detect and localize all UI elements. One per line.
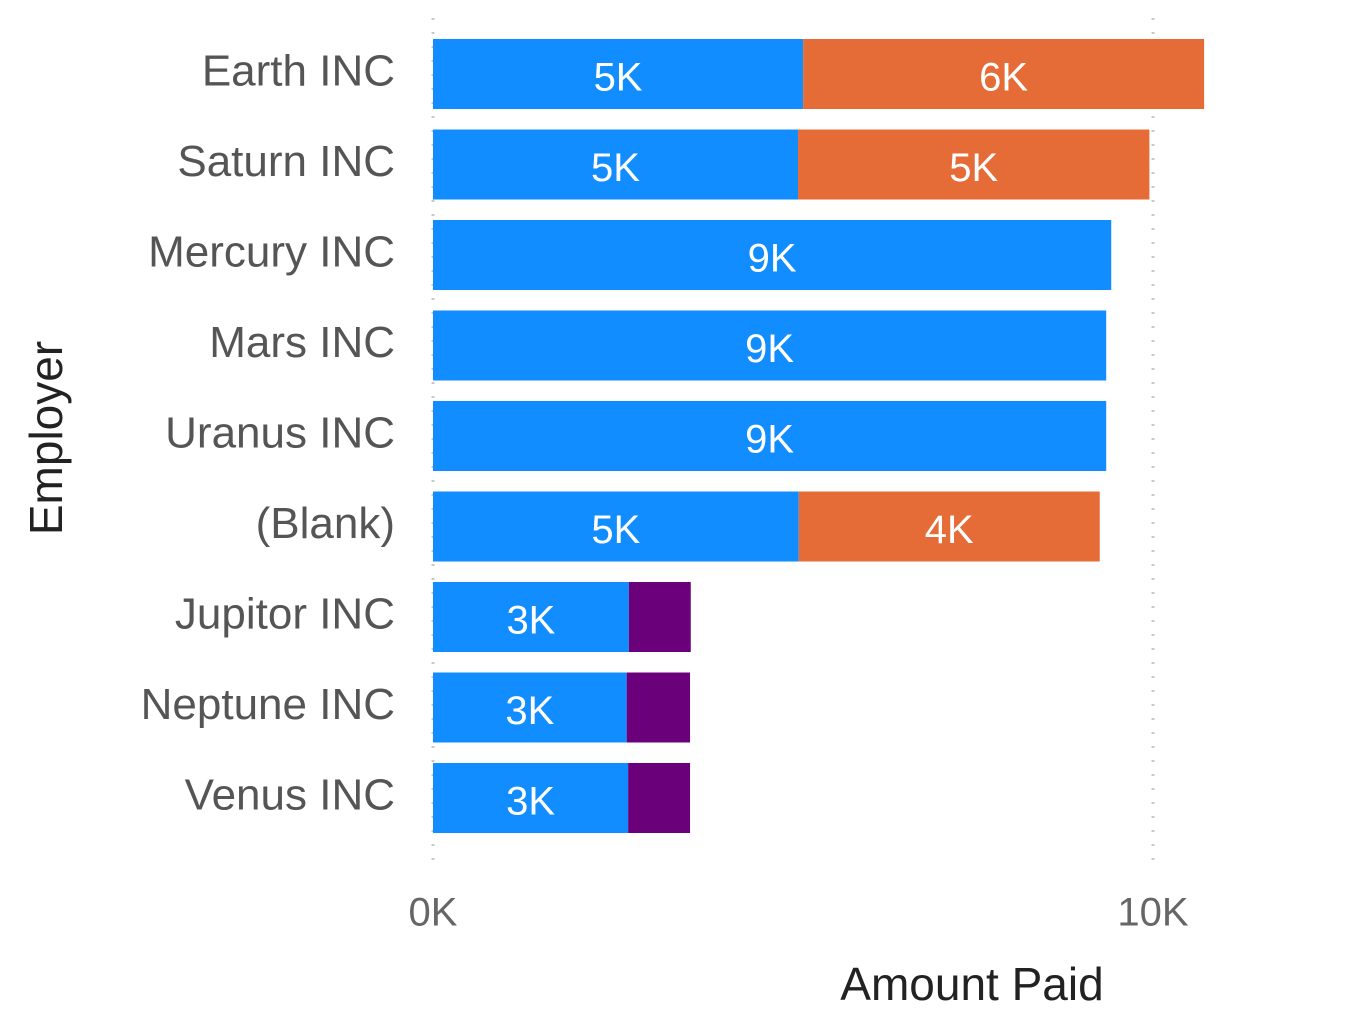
data-label: 4K xyxy=(925,508,974,552)
y-tick-label: Jupitor INC xyxy=(175,590,395,639)
bar-segment xyxy=(433,39,804,109)
bar-segment xyxy=(628,763,691,833)
data-label: 9K xyxy=(745,418,794,462)
data-label: 5K xyxy=(594,56,643,100)
y-axis-title: Employer xyxy=(20,341,72,535)
y-tick-label: Earth INC xyxy=(202,47,395,96)
bar-segment xyxy=(433,672,627,743)
x-tick-label: 10K xyxy=(1117,891,1188,935)
x-tick-label: 0K xyxy=(409,891,458,935)
data-label: 5K xyxy=(949,146,998,190)
y-tick-label: Neptune INC xyxy=(141,680,395,729)
data-label: 3K xyxy=(506,780,555,824)
data-label: 5K xyxy=(591,146,640,190)
y-tick-label: (Blank) xyxy=(256,499,395,548)
bar-segment xyxy=(433,582,629,652)
y-tick-label: Saturn INC xyxy=(177,137,395,186)
bar-segment xyxy=(433,310,1107,381)
data-label: 5K xyxy=(591,508,640,552)
bar-segment xyxy=(798,491,1100,562)
y-tick-label: Mars INC xyxy=(209,318,395,367)
bar-segment xyxy=(433,129,799,200)
data-label: 3K xyxy=(505,689,554,733)
y-tick-label: Venus INC xyxy=(185,771,395,820)
data-label: 6K xyxy=(979,56,1028,100)
y-tick-label: Uranus INC xyxy=(165,409,395,458)
bar-segment xyxy=(433,220,1112,290)
bar-segment xyxy=(626,672,691,743)
x-axis-title: Amount Paid xyxy=(840,958,1103,1010)
bar-segment xyxy=(628,582,691,652)
bar-segment xyxy=(798,129,1150,200)
bar-segment xyxy=(433,491,799,562)
bar-segment xyxy=(803,39,1205,109)
data-label: 9K xyxy=(748,237,797,281)
y-tick-label: Mercury INC xyxy=(148,228,395,277)
bar-segment xyxy=(433,763,629,833)
data-label: 9K xyxy=(745,327,794,371)
data-label: 3K xyxy=(506,599,555,643)
bar-segment xyxy=(433,401,1107,471)
